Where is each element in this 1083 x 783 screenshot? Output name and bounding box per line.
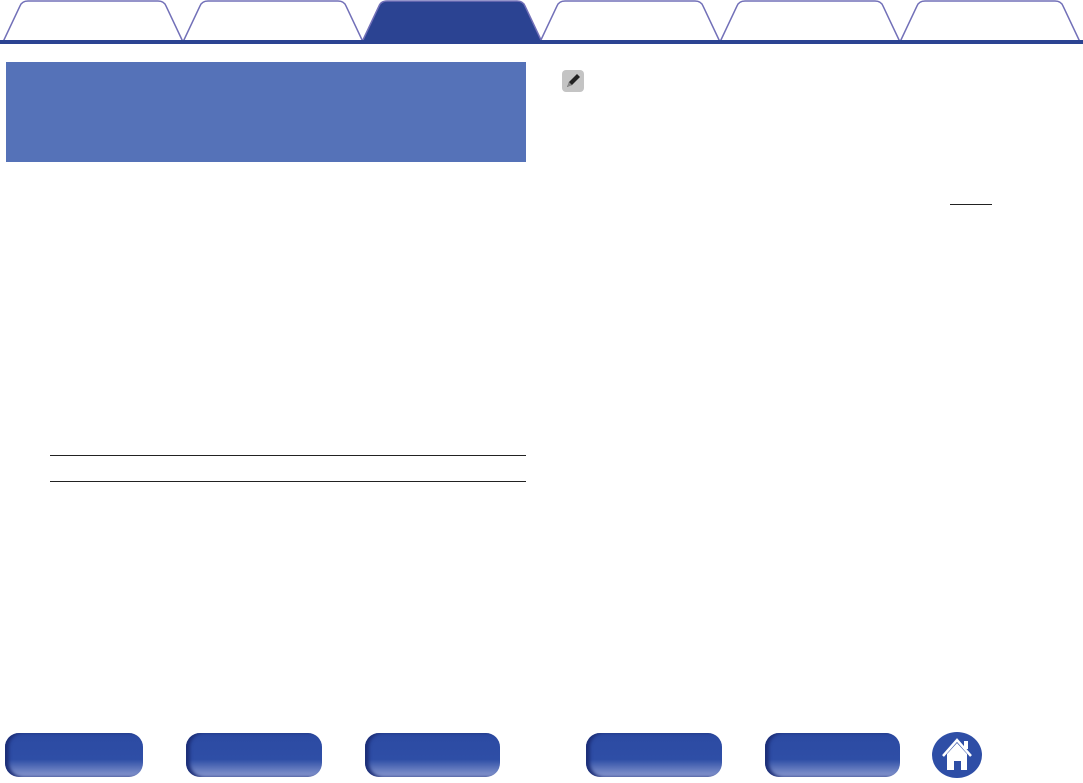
footer-button-3[interactable] xyxy=(365,733,500,777)
footer-button-2[interactable] xyxy=(186,733,322,777)
tab-underline xyxy=(0,40,1083,44)
tab-2[interactable] xyxy=(182,0,364,42)
divider xyxy=(50,455,526,456)
home-icon xyxy=(942,738,972,770)
tab-1[interactable] xyxy=(2,0,184,42)
tab-4[interactable] xyxy=(539,0,721,42)
link-underline[interactable] xyxy=(950,204,992,205)
tab-6[interactable] xyxy=(899,0,1081,42)
pencil-icon xyxy=(562,70,584,92)
home-button[interactable] xyxy=(932,732,982,778)
footer-button-4[interactable] xyxy=(586,733,722,777)
divider xyxy=(50,481,526,482)
tab-3-active[interactable] xyxy=(361,0,543,42)
section-header xyxy=(6,62,526,162)
footer-button-1[interactable] xyxy=(5,733,143,777)
footer-button-5[interactable] xyxy=(765,733,900,777)
tab-5[interactable] xyxy=(719,0,901,42)
